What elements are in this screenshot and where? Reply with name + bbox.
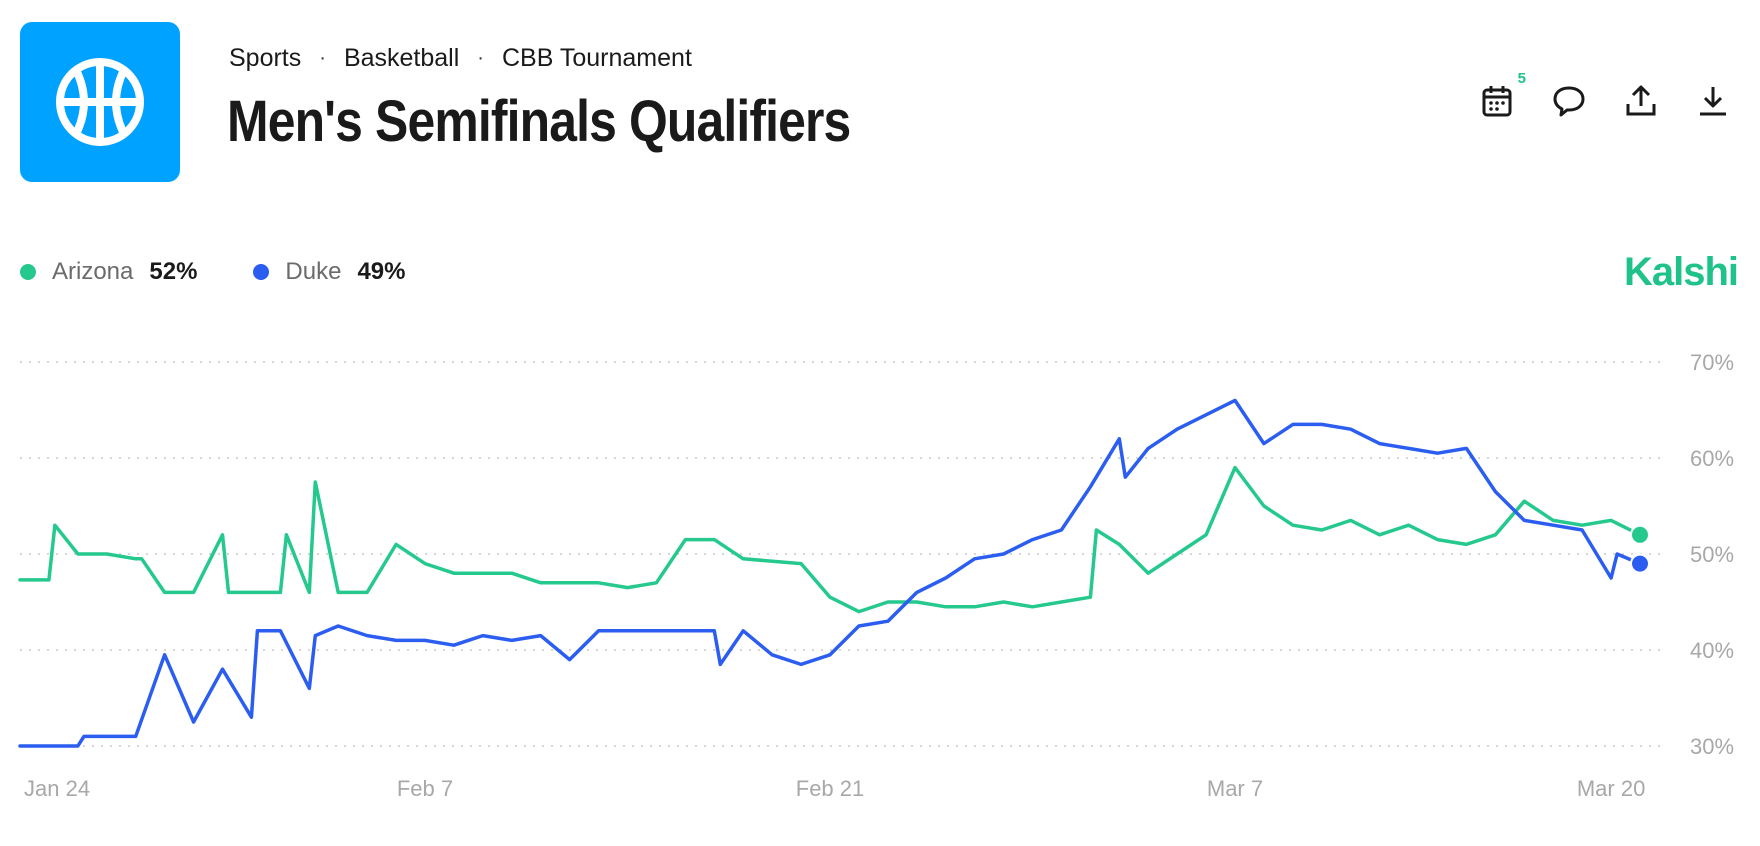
series-endpoint-arizona [1630,524,1650,545]
page-title: Men's Semifinals Qualifiers [227,89,851,154]
series-line-duke [18,398,1642,748]
breadcrumb-cbb-tournament[interactable]: CBB Tournament [501,44,692,72]
line-chart: 70% 60% 50% 40% 30% Jan 24 Feb 7 Feb 21 Mar 7 Mar… [18,350,1734,801]
toolbar: 5 [1478,70,1732,120]
y-tick-label: 60% [1690,446,1734,471]
chart-legend: Arizona 52% Duke 49% [20,258,462,286]
calendar-button[interactable]: 5 [1478,70,1526,120]
breadcrumb-sports[interactable]: Sports [229,44,302,72]
breadcrumb-separator: · [477,47,484,69]
calendar-icon [1482,86,1512,117]
x-tick-label: Mar 20 [1577,776,1645,801]
breadcrumb: Sports · Basketball · CBB Tournament [229,44,692,73]
y-tick-label: 30% [1690,734,1734,759]
breadcrumb-separator: · [319,47,326,69]
x-tick-label: Mar 7 [1207,776,1263,801]
x-tick-label: Feb 21 [796,776,865,801]
legend-value-arizona: 52% [149,258,198,285]
share-icon [1626,85,1656,116]
series-endpoint-duke [1630,553,1650,574]
category-logo [20,22,180,182]
legend-name-arizona: Arizona [52,258,134,285]
y-tick-label: 50% [1690,542,1734,567]
download-icon [1700,87,1726,116]
x-tick-label: Jan 24 [24,776,90,801]
legend-item-duke[interactable]: Duke 49% [253,258,406,286]
basketball-icon [56,58,144,146]
series-line-arizona [18,465,1642,614]
calendar-count-badge: 5 [1517,70,1526,87]
download-button[interactable] [1694,82,1732,120]
legend-item-arizona[interactable]: Arizona 52% [20,258,197,286]
legend-name-duke: Duke [285,258,342,285]
y-tick-label: 70% [1690,350,1734,375]
legend-dot-duke [253,264,270,280]
legend-dot-arizona [20,264,36,280]
y-tick-label: 40% [1690,638,1734,663]
share-button[interactable] [1622,82,1660,120]
comment-icon [1553,86,1585,117]
x-tick-label: Feb 7 [397,776,453,801]
breadcrumb-basketball[interactable]: Basketball [343,44,460,72]
legend-value-duke: 49% [357,258,406,285]
kalshi-logo: Kalshi [1623,250,1739,294]
comment-button[interactable] [1550,82,1588,120]
